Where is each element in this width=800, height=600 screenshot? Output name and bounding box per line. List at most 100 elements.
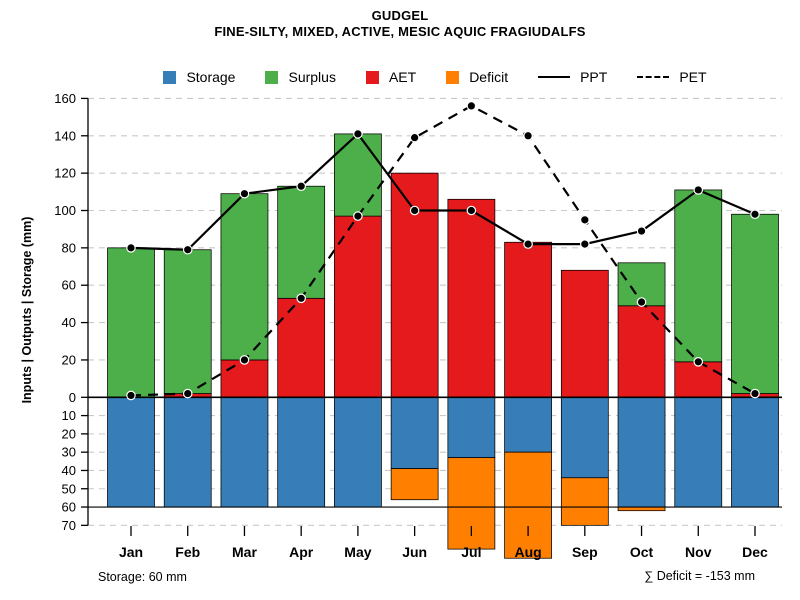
bar-storage-may [334, 396, 382, 508]
ppt-point-nov [693, 185, 704, 195]
legend-label-storage: Storage [186, 69, 236, 85]
legend-label-surplus: Surplus [288, 69, 336, 85]
legend-item-pet: PET [637, 69, 707, 85]
legend-swatch-deficit [446, 70, 460, 84]
y-axis-tick-label: 20 [62, 426, 76, 441]
y-axis-tick-label: 40 [62, 315, 76, 330]
legend-item-aet: AET [365, 69, 417, 85]
bar-storage-nov [674, 396, 723, 508]
chart-title: GUDGEL [371, 8, 429, 23]
x-axis-month-label: Apr [289, 544, 314, 560]
bar-aet-may [334, 215, 382, 398]
bar-storage-mar [220, 396, 269, 508]
bar-surplus-nov [674, 189, 723, 363]
storage-note: Storage: 60 mm [98, 570, 187, 584]
pet-point-sep [580, 215, 590, 225]
ppt-point-jun [409, 205, 420, 216]
legend-swatch-surplus [265, 70, 279, 84]
bar-storage-feb [163, 396, 212, 508]
legend-label-deficit: Deficit [469, 69, 509, 85]
ppt-point-feb [182, 244, 193, 255]
ppt-point-may [353, 129, 363, 139]
bar-surplus-feb [163, 249, 212, 394]
ppt-point-oct [636, 226, 647, 236]
pet-point-mar [239, 355, 250, 365]
pet-line [130, 104, 756, 397]
pet-point-jul [466, 101, 477, 111]
ppt-point-mar [239, 188, 250, 199]
bar-aet-aug [504, 241, 552, 398]
x-axis-month-label: Mar [232, 544, 257, 560]
pet-point-feb [182, 388, 193, 399]
legend-item-deficit: Deficit [446, 69, 508, 85]
bar-aet-apr [277, 297, 326, 398]
bar-aet-mar [220, 359, 269, 398]
x-axis-month-label: Dec [742, 544, 768, 560]
bar-surplus-apr [277, 185, 326, 299]
bar-storage-aug [504, 396, 552, 453]
y-axis-tick-label: 100 [54, 203, 76, 218]
legend-swatch-ppt [538, 76, 571, 78]
bar-storage-jun [390, 396, 439, 470]
ppt-point-aug [523, 239, 533, 249]
pet-point-may [353, 211, 363, 221]
x-axis-month-label: Jun [402, 544, 427, 560]
ppt-point-sep [580, 239, 590, 249]
bar-deficit-jun [390, 468, 439, 501]
x-axis-month-label: Jan [119, 544, 143, 560]
ppt-line [130, 132, 756, 251]
x-axis-month-label: Nov [685, 544, 712, 560]
y-axis-tick-label: 80 [62, 240, 76, 255]
bar-deficit-sep [560, 477, 609, 526]
chart-legend: Storage Surplus AET Deficit PPT PET [88, 66, 782, 88]
ppt-point-apr [296, 181, 306, 192]
ppt-point-jul [466, 205, 477, 216]
ppt-point-dec [750, 209, 760, 220]
legend-swatch-storage [163, 70, 177, 84]
bar-storage-oct [617, 396, 666, 508]
ppt-point-jan [126, 243, 136, 253]
y-axis-tick-label: 50 [62, 481, 76, 496]
bar-storage-dec [731, 396, 779, 508]
pet-point-jan [126, 390, 136, 401]
y-axis-tick-label: 120 [54, 166, 76, 181]
y-axis-tick-label: 60 [62, 278, 76, 293]
legend-item-storage: Storage [163, 69, 235, 85]
x-axis-month-label: Sep [572, 544, 598, 560]
legend-swatch-pet [637, 76, 670, 78]
y-axis-tick-label: 140 [54, 128, 76, 143]
y-axis-tick-label: 0 [69, 390, 76, 405]
bar-surplus-mar [220, 193, 269, 361]
chart-subtitle: FINE-SILTY, MIXED, ACTIVE, MESIC AQUIC F… [214, 24, 586, 39]
bar-storage-jan [107, 396, 155, 508]
pet-point-nov [693, 357, 704, 367]
bar-surplus-dec [731, 213, 779, 394]
x-axis-month-label: Feb [175, 544, 200, 560]
y-axis-tick-label: 40 [62, 463, 76, 478]
bar-aet-sep [560, 269, 609, 398]
pet-point-apr [296, 293, 306, 304]
x-axis-month-label: May [344, 544, 371, 560]
pet-point-aug [523, 130, 533, 141]
bar-storage-apr [277, 396, 326, 508]
y-axis-tick-label: 160 [54, 91, 76, 106]
pet-point-jun [409, 132, 420, 143]
y-axis-tick-label: 30 [62, 445, 76, 460]
pet-point-dec [750, 388, 760, 399]
legend-label-aet: AET [388, 69, 417, 85]
bar-aet-jul [447, 198, 496, 398]
legend-swatch-aet [365, 70, 379, 84]
y-axis-tick-label: 20 [62, 352, 76, 367]
x-axis-month-label: Aug [514, 544, 541, 560]
bar-surplus-may [334, 133, 382, 217]
bar-aet-nov [674, 361, 723, 398]
bar-storage-sep [560, 396, 609, 479]
y-axis-tick-label: 10 [62, 408, 76, 423]
y-axis-tick-label: 60 [62, 500, 76, 515]
legend-label-pet: PET [679, 69, 707, 85]
bar-storage-jul [447, 396, 496, 459]
legend-label-ppt: PPT [580, 69, 608, 85]
bar-surplus-jan [107, 247, 155, 398]
y-axis-tick-label: 70 [62, 518, 76, 533]
